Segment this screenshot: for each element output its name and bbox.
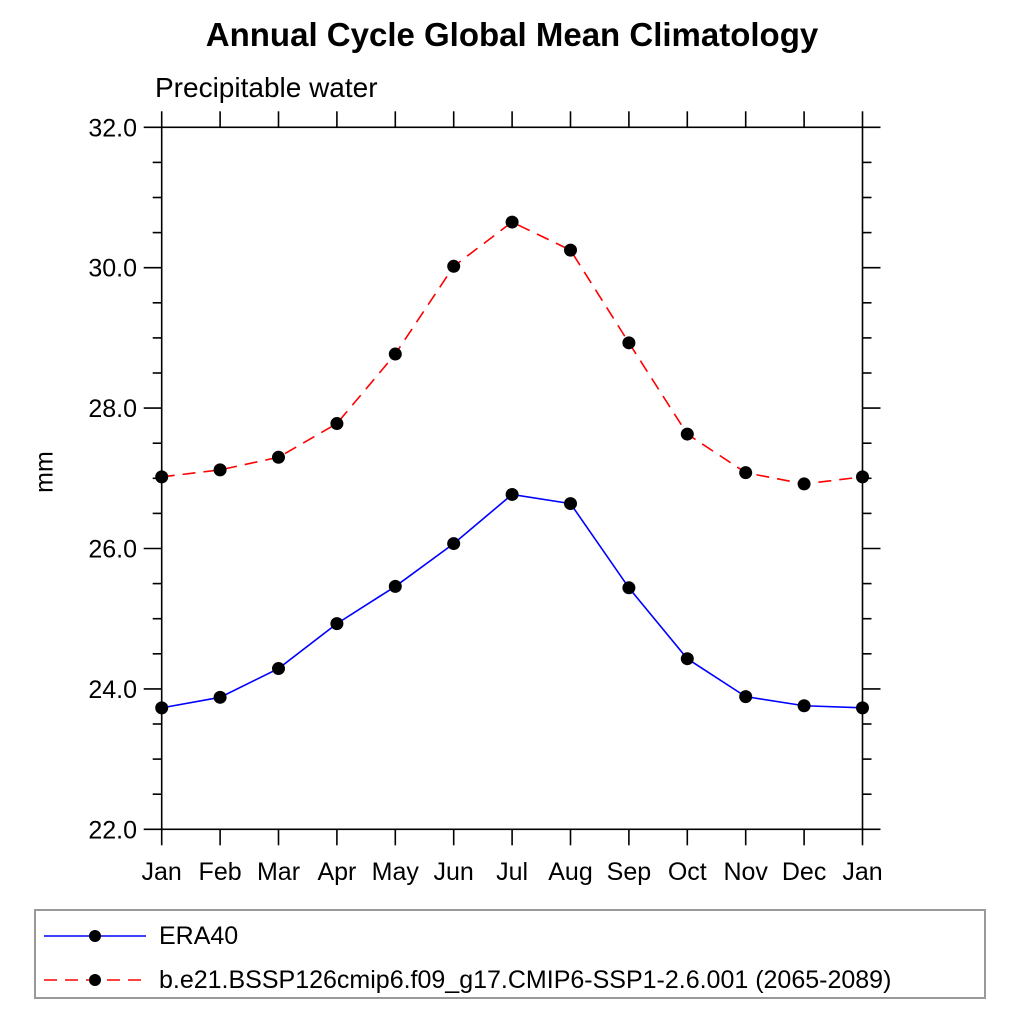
x-tick-label: Oct xyxy=(668,858,707,886)
legend-line-sample-dashed xyxy=(44,974,146,986)
data-point xyxy=(155,470,169,484)
data-point xyxy=(680,427,694,441)
data-point xyxy=(564,497,577,511)
x-tick-label: Apr xyxy=(317,858,356,886)
y-axis-ticks xyxy=(143,126,881,831)
x-tick-label: Sep xyxy=(607,858,651,886)
x-axis-labels: Jan Feb Mar Apr May Jun Jul Aug Sep Oct Nov Dec Jan xyxy=(142,858,883,886)
data-point xyxy=(155,701,169,715)
series-markers-0 xyxy=(155,487,869,715)
data-point xyxy=(505,215,519,229)
legend-item-era40: ERA40 xyxy=(42,922,238,950)
x-tick-label: Jan xyxy=(142,858,182,886)
data-point xyxy=(680,652,694,666)
data-point xyxy=(797,699,811,713)
data-point xyxy=(622,336,636,350)
y-tick-label: 22.0 xyxy=(88,816,137,844)
legend-box: ERA40 b.e21.BSSP126cmip6.f09_g17.CMIP6-S… xyxy=(34,909,986,999)
legend-label-era40: ERA40 xyxy=(159,921,239,950)
series-markers-1 xyxy=(155,215,869,491)
x-tick-label: Jul xyxy=(496,858,528,886)
x-tick-label: Jun xyxy=(434,858,474,886)
plot-frame xyxy=(160,126,864,831)
legend-sample-marker xyxy=(89,974,101,986)
x-axis-ticks xyxy=(160,111,864,846)
y-tick-label: 26.0 xyxy=(88,536,137,564)
chart-subtitle: Precipitable water xyxy=(155,72,378,103)
data-point xyxy=(797,477,811,491)
data-point xyxy=(213,690,227,704)
x-tick-label: Mar xyxy=(257,858,300,886)
data-point xyxy=(272,450,285,464)
data-point xyxy=(213,463,227,477)
y-tick-label: 32.0 xyxy=(88,114,137,142)
x-tick-label: Feb xyxy=(199,858,242,886)
data-point xyxy=(856,470,869,484)
series-line-0 xyxy=(161,493,863,709)
data-point xyxy=(739,690,753,704)
series-line-1 xyxy=(161,221,863,485)
data-point xyxy=(856,701,869,715)
data-point xyxy=(739,466,753,480)
x-tick-label: Jan xyxy=(842,858,882,886)
x-tick-label: Dec xyxy=(782,858,826,886)
legend-label-ssp126: b.e21.BSSP126cmip6.f09_g17.CMIP6-SSP1-2.… xyxy=(159,965,892,994)
y-axis-labels: 22.0 24.0 26.0 28.0 30.0 32.0 xyxy=(88,114,137,844)
y-tick-label: 24.0 xyxy=(88,676,137,704)
y-tick-label: 28.0 xyxy=(88,395,137,423)
data-point xyxy=(564,243,577,257)
data-point xyxy=(330,617,344,631)
legend-line-sample-solid xyxy=(44,930,146,942)
data-point xyxy=(272,662,285,676)
data-point xyxy=(388,347,402,361)
y-tick-label: 30.0 xyxy=(88,255,137,283)
legend-sample-marker xyxy=(89,930,101,942)
x-tick-label: May xyxy=(372,858,420,886)
data-point xyxy=(505,487,519,501)
legend-item-ssp126: b.e21.BSSP126cmip6.f09_g17.CMIP6-SSP1-2.… xyxy=(42,966,891,994)
x-tick-label: Aug xyxy=(548,858,592,886)
x-tick-label: Nov xyxy=(723,858,768,886)
data-point xyxy=(447,259,461,273)
data-point xyxy=(388,579,402,593)
data-point xyxy=(330,417,344,431)
data-point xyxy=(622,581,636,595)
chart-title: Annual Cycle Global Mean Climatology xyxy=(205,16,819,53)
data-point xyxy=(447,537,461,551)
